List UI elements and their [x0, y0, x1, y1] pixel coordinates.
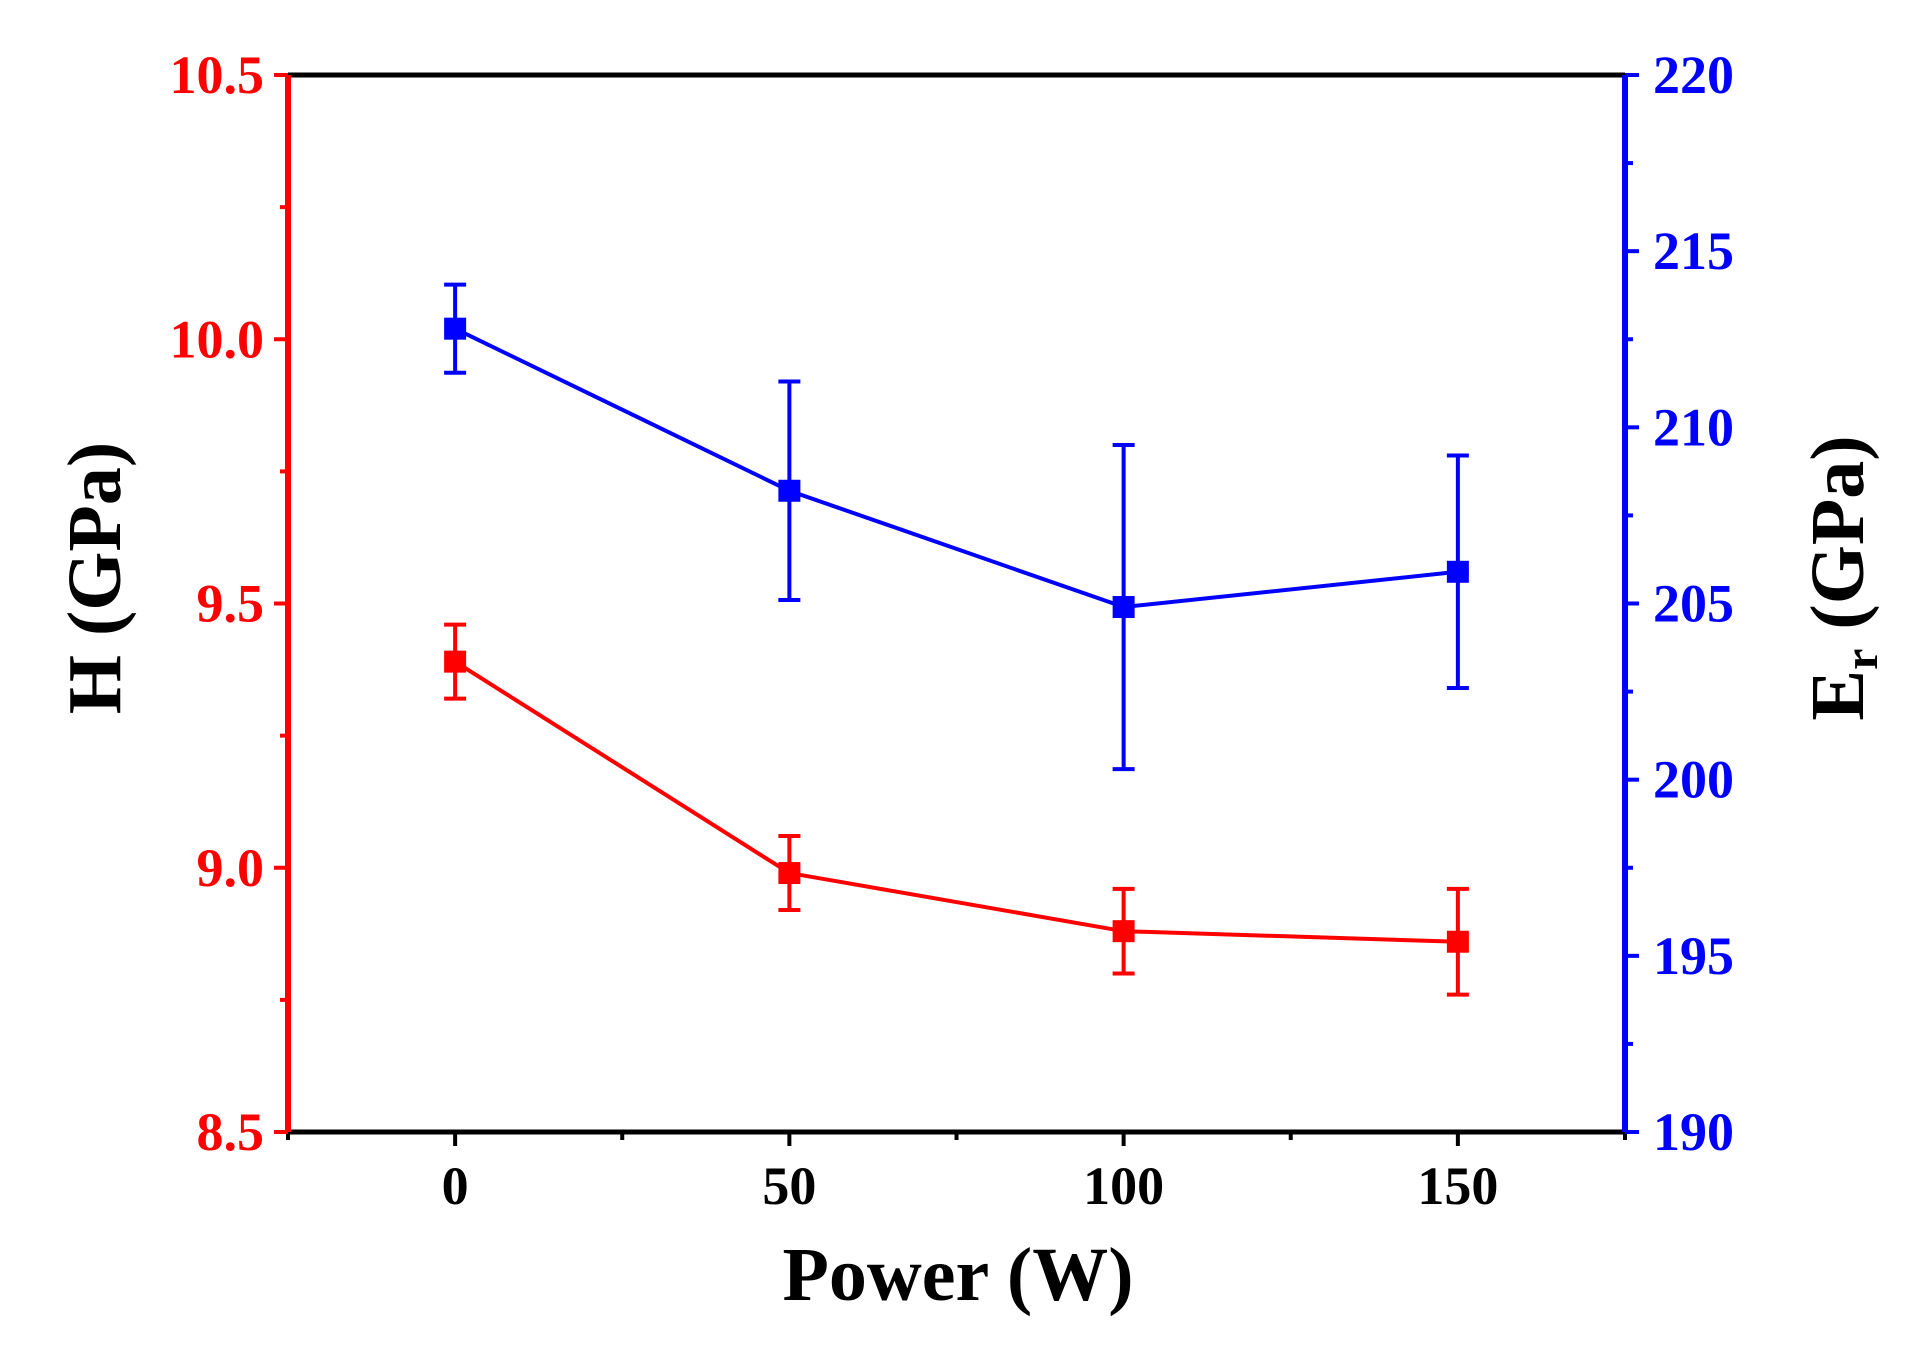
y-left-tick-label: 10.0 [170, 309, 265, 369]
x-tick-label: 150 [1417, 1156, 1498, 1216]
series-line-h [454, 659, 1458, 944]
x-tick-label: 100 [1083, 1156, 1164, 1216]
series-line-er [454, 326, 1459, 610]
y-right-axis-title-sub: r [1835, 649, 1888, 670]
y-right-tick-label: 195 [1653, 926, 1734, 986]
y-right-tick-label: 210 [1653, 397, 1734, 457]
data-point [444, 650, 467, 673]
y-right-tick-label: 190 [1653, 1102, 1734, 1162]
x-axis-title: Power (W) [782, 1233, 1133, 1317]
x-tick-label: 0 [442, 1156, 469, 1216]
data-point [444, 317, 467, 340]
series-h [444, 622, 1469, 997]
axis-ticks [274, 73, 1639, 1146]
y-right-tick-label: 200 [1653, 750, 1734, 810]
series-er [444, 282, 1469, 772]
y-left-tick-label: 10.5 [170, 45, 265, 105]
x-tick-label: 50 [762, 1156, 816, 1216]
y-right-tick-label: 205 [1653, 574, 1734, 634]
y-right-tick-label: 220 [1653, 45, 1734, 105]
data-point [1112, 596, 1135, 619]
y-left-tick-label: 8.5 [197, 1102, 265, 1162]
data-point [1446, 930, 1469, 953]
y-right-axis-title-main: E [1796, 670, 1880, 721]
tick-labels: 0 50 100 150 8.5 9.0 9.5 10.0 10.5 190 195 200 205 21… [170, 45, 1735, 1216]
y-left-tick-label: 9.5 [197, 574, 265, 634]
y-right-axis-title-rest: (GPa) [1796, 435, 1880, 648]
y-left-tick-label: 9.0 [197, 838, 265, 898]
series-layer [444, 282, 1469, 997]
data-point [1112, 920, 1135, 943]
data-point [778, 862, 801, 885]
y-right-axis-title: Er (GPa) [1796, 435, 1888, 720]
data-point [778, 479, 801, 502]
y-left-axis-title: H (GPa) [53, 442, 137, 714]
data-point [1446, 560, 1469, 583]
y-right-tick-label: 215 [1653, 221, 1734, 281]
plot-frame [285, 72, 1628, 1135]
